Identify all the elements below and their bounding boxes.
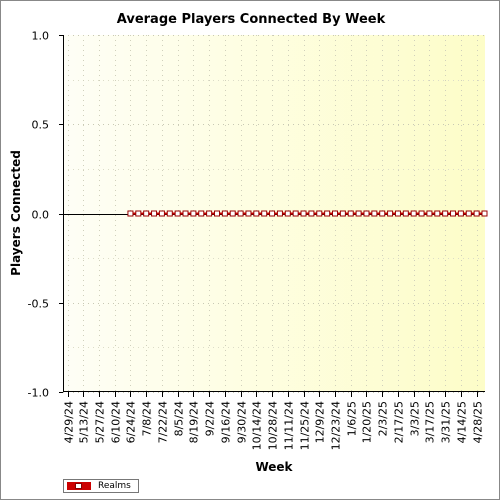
data-point (426, 210, 433, 217)
data-point (473, 210, 480, 217)
data-point (190, 210, 197, 217)
data-point (143, 210, 150, 217)
data-point (418, 210, 425, 217)
x-tick-label: 10/14/24 (251, 401, 264, 450)
y-tick-label: -1.0 (28, 387, 49, 400)
data-point (245, 210, 252, 217)
data-point (221, 210, 228, 217)
x-tick-label: 3/31/25 (440, 401, 453, 443)
x-tick-label: 7/8/24 (141, 401, 154, 436)
data-point (339, 210, 346, 217)
data-point (308, 210, 315, 217)
data-point (402, 210, 409, 217)
gridlines (63, 35, 485, 393)
data-point (182, 210, 189, 217)
y-axis-label: Players Connected (9, 150, 23, 276)
data-point (410, 210, 417, 217)
data-point (174, 210, 181, 217)
data-point (151, 210, 158, 217)
data-point (394, 210, 401, 217)
legend-label-realms: Realms (98, 481, 131, 491)
y-tick-label: 1.0 (32, 30, 50, 43)
legend: Realms (63, 479, 139, 493)
data-point (253, 210, 260, 217)
data-point (442, 210, 449, 217)
y-tick-label: 0.0 (32, 209, 50, 222)
x-tick-label: 2/3/25 (377, 401, 390, 436)
data-point (269, 210, 276, 217)
legend-swatch-realms (67, 482, 91, 490)
data-point (158, 210, 165, 217)
data-point (135, 210, 142, 217)
x-tick-label: 1/6/25 (346, 401, 359, 436)
x-tick-label: 5/13/24 (78, 401, 91, 443)
data-point (127, 210, 134, 217)
x-tick-label: 5/27/24 (94, 401, 107, 443)
x-tick-label: 2/17/25 (393, 401, 406, 443)
data-point (481, 210, 488, 217)
x-tick-label: 9/30/24 (236, 401, 249, 443)
data-point (284, 210, 291, 217)
data-point (434, 210, 441, 217)
legend-marker-icon (75, 483, 82, 489)
x-tick-label: 4/14/25 (456, 401, 469, 443)
x-tick-label: 10/28/24 (267, 401, 280, 450)
data-point (316, 210, 323, 217)
data-point (355, 210, 362, 217)
data-point (387, 210, 394, 217)
data-point (450, 210, 457, 217)
data-point (379, 210, 386, 217)
x-tick-label: 6/10/24 (110, 401, 123, 443)
y-axis-ticks: 1.0 0.5 0.0 -0.5 -1.0 (28, 30, 63, 400)
data-point (292, 210, 299, 217)
data-point (198, 210, 205, 217)
x-tick-label: 9/16/24 (220, 401, 233, 443)
data-point (276, 210, 283, 217)
x-tick-label: 8/19/24 (188, 401, 201, 443)
y-tick-label: 0.5 (32, 119, 50, 132)
x-tick-label: 3/3/25 (409, 401, 422, 436)
data-point (206, 210, 213, 217)
data-point (166, 210, 173, 217)
x-tick-label: 1/20/25 (361, 401, 374, 443)
x-tick-label: 7/22/24 (157, 401, 170, 443)
x-tick-label: 6/24/24 (125, 401, 138, 443)
data-point (229, 210, 236, 217)
data-point (347, 210, 354, 217)
x-axis-label: Week (255, 460, 293, 474)
data-point (371, 210, 378, 217)
x-tick-label: 11/25/24 (299, 401, 312, 450)
x-tick-label: 11/11/24 (283, 401, 296, 450)
y-tick-label: -0.5 (28, 298, 49, 311)
data-point (300, 210, 307, 217)
data-point (324, 210, 331, 217)
x-tick-label: 12/23/24 (330, 401, 343, 450)
data-point (465, 210, 472, 217)
x-tick-label: 8/5/24 (173, 401, 186, 436)
series-layer (127, 210, 488, 217)
data-point (237, 210, 244, 217)
x-tick-label: 9/2/24 (204, 401, 217, 436)
x-tick-label: 4/28/25 (472, 401, 485, 443)
x-tick-label: 3/17/25 (424, 401, 437, 443)
data-point (332, 210, 339, 217)
x-tick-label: 12/9/24 (314, 401, 327, 443)
x-axis-ticks: 4/29/24 5/13/24 5/27/24 6/10/24 6/24/24 7/8/2… (63, 392, 485, 450)
data-point (261, 210, 268, 217)
x-tick-label: 4/29/24 (63, 401, 76, 443)
data-point (457, 210, 464, 217)
data-point (363, 210, 370, 217)
data-point (213, 210, 220, 217)
chart-title: Average Players Connected By Week (117, 12, 386, 27)
